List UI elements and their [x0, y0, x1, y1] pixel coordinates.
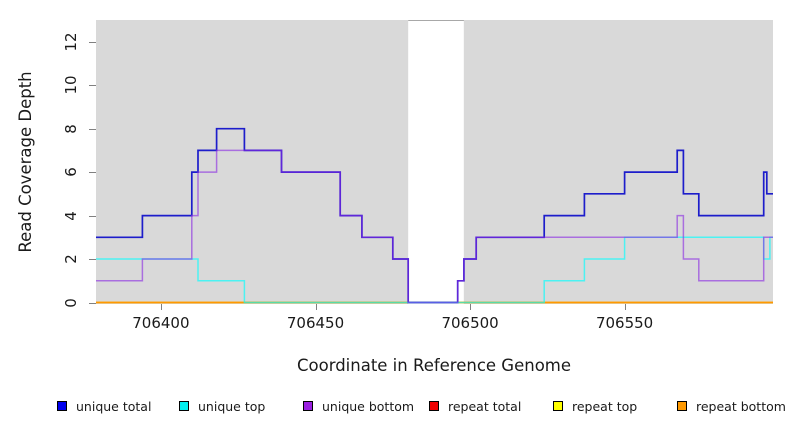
x-tick	[315, 304, 317, 310]
y-tick-label: 0	[62, 297, 80, 308]
x-tick	[160, 304, 163, 310]
legend-label-unique-top: unique top	[198, 398, 266, 414]
legend-swatch-unique-top	[179, 401, 189, 411]
y-tick	[89, 172, 96, 174]
y-tick-label: 10	[62, 75, 80, 95]
y-axis-label: Read Coverage Depth	[16, 71, 35, 253]
legend: unique total unique top unique bottom repea…	[0, 398, 792, 418]
legend-item-repeat-bottom: repeat bottom	[677, 398, 786, 414]
y-tick	[89, 85, 96, 87]
legend-swatch-unique-total	[57, 401, 67, 411]
x-tick	[624, 304, 626, 310]
x-tick-label: 706500	[441, 314, 499, 332]
legend-item-unique-bottom: unique bottom	[303, 398, 414, 414]
x-tick-label: 706550	[595, 314, 654, 332]
x-axis-label: Coordinate in Reference Genome	[296, 356, 572, 375]
legend-label-repeat-bottom: repeat bottom	[696, 398, 786, 414]
legend-label-repeat-top: repeat top	[572, 398, 638, 414]
y-tick-label: 12	[62, 32, 80, 52]
y-tick-label: 2	[62, 254, 80, 264]
plot-area	[96, 20, 773, 304]
x-tick-label: 706450	[286, 314, 345, 332]
y-tick	[89, 259, 96, 261]
legend-label-unique-bottom: unique bottom	[322, 398, 415, 414]
coverage-step-lines	[96, 20, 773, 304]
y-tick	[89, 302, 96, 304]
legend-label-unique-total: unique total	[76, 398, 152, 414]
legend-swatch-repeat-total	[429, 401, 439, 411]
legend-item-unique-total: unique total	[57, 398, 151, 414]
y-tick-label: 4	[62, 210, 80, 221]
y-tick	[89, 215, 96, 217]
series-line-unique-bottom	[96, 149, 773, 304]
series-line-unique-top	[96, 236, 773, 304]
legend-item-repeat-total: repeat total	[429, 398, 521, 414]
legend-swatch-repeat-bottom	[677, 401, 687, 411]
x-tick-label: 706400	[132, 314, 190, 332]
legend-label-repeat-total: repeat total	[448, 398, 522, 414]
y-tick	[89, 128, 96, 130]
masked-region	[408, 20, 464, 304]
y-tick	[89, 41, 96, 43]
legend-swatch-repeat-top	[553, 401, 563, 411]
y-tick-label: 6	[62, 167, 80, 177]
legend-item-unique-top: unique top	[179, 398, 265, 414]
y-tick-label: 8	[62, 123, 80, 134]
x-tick	[470, 304, 472, 310]
legend-swatch-unique-bottom	[303, 401, 313, 411]
legend-item-repeat-top: repeat top	[553, 398, 637, 414]
